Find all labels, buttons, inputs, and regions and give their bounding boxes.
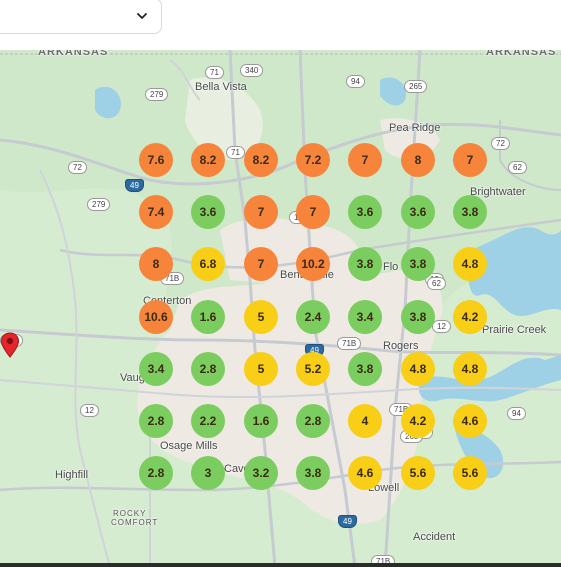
grid-marker[interactable]: 7: [453, 143, 487, 177]
grid-marker[interactable]: 3.4: [139, 352, 173, 386]
label-pea-ridge: Pea Ridge: [389, 122, 441, 134]
grid-marker[interactable]: 3.6: [348, 195, 382, 229]
interstate-shield: 49: [338, 515, 357, 528]
grid-marker[interactable]: 10.6: [139, 300, 173, 334]
grid-marker[interactable]: 5.6: [401, 456, 435, 490]
route-shield: 71: [226, 146, 245, 159]
route-shield: 279: [87, 198, 111, 211]
grid-marker[interactable]: 3.8: [401, 300, 435, 334]
map-view[interactable]: ARKANSAS ARKANSAS Bella Vista Pea Ridge …: [0, 50, 561, 567]
label-flo: Flo: [383, 261, 399, 273]
route-shield: 340: [240, 64, 264, 77]
label-rogers: Rogers: [383, 340, 419, 352]
bottom-edge-bar: [0, 563, 561, 567]
interstate-shield: 49: [125, 179, 144, 192]
route-shield: 62: [427, 277, 446, 290]
grid-marker[interactable]: 7: [244, 247, 278, 281]
grid-marker[interactable]: 8.2: [244, 143, 278, 177]
label-bella-vista: Bella Vista: [195, 81, 247, 93]
grid-marker[interactable]: 3.2: [244, 456, 278, 490]
grid-marker[interactable]: 3.6: [401, 195, 435, 229]
grid-marker[interactable]: 3: [191, 456, 225, 490]
grid-marker[interactable]: 6.8: [191, 247, 225, 281]
route-shield: 72: [491, 137, 510, 150]
grid-marker[interactable]: 5: [244, 300, 278, 334]
route-shield: 279: [145, 88, 169, 101]
grid-marker[interactable]: 3.6: [191, 195, 225, 229]
route-shield: 71B: [337, 337, 362, 350]
grid-marker[interactable]: 7: [296, 195, 330, 229]
route-shield: 265: [404, 80, 428, 93]
grid-marker[interactable]: 1.6: [191, 300, 225, 334]
grid-marker[interactable]: 5: [244, 352, 278, 386]
chevron-down-icon: [137, 13, 147, 19]
grid-marker[interactable]: 8: [139, 247, 173, 281]
grid-marker[interactable]: 4.2: [401, 404, 435, 438]
grid-marker[interactable]: 10.2: [296, 247, 330, 281]
route-shield: 12: [432, 320, 451, 333]
grid-marker[interactable]: 3.8: [453, 195, 487, 229]
grid-marker[interactable]: 3.8: [348, 247, 382, 281]
grid-marker[interactable]: 7.4: [139, 195, 173, 229]
grid-marker[interactable]: 2.8: [296, 404, 330, 438]
grid-marker[interactable]: 3.8: [296, 456, 330, 490]
location-pin-icon[interactable]: [0, 332, 20, 358]
grid-marker[interactable]: 4.8: [401, 352, 435, 386]
label-highfill: Highfill: [55, 469, 89, 481]
grid-marker[interactable]: 7: [348, 143, 382, 177]
route-shield: 94: [507, 407, 526, 420]
grid-marker[interactable]: 4: [348, 404, 382, 438]
grid-marker[interactable]: 4.6: [453, 404, 487, 438]
grid-marker[interactable]: 2.4: [296, 300, 330, 334]
route-shield: 94: [346, 75, 365, 88]
grid-marker[interactable]: 3.8: [348, 352, 382, 386]
grid-marker[interactable]: 8: [401, 143, 435, 177]
route-shield: 62: [508, 161, 527, 174]
grid-marker[interactable]: 1.6: [244, 404, 278, 438]
grid-marker[interactable]: 8.2: [191, 143, 225, 177]
label-comfort: COMFORT: [111, 518, 159, 527]
grid-marker[interactable]: 7: [244, 195, 278, 229]
label-osage-mills: Osage Mills: [160, 440, 218, 452]
top-bar: [0, 0, 561, 50]
route-shield: 71: [205, 66, 224, 79]
label-arkansas-west: ARKANSAS: [38, 50, 109, 58]
grid-marker[interactable]: 7.6: [139, 143, 173, 177]
grid-marker[interactable]: 4.8: [453, 247, 487, 281]
route-shield: 12: [80, 404, 99, 417]
grid-marker[interactable]: 3.8: [401, 247, 435, 281]
grid-marker[interactable]: 4.8: [453, 352, 487, 386]
label-arkansas-east: ARKANSAS: [486, 50, 557, 58]
grid-marker[interactable]: 5.6: [453, 456, 487, 490]
grid-marker[interactable]: 2.8: [191, 352, 225, 386]
label-brightwater: Brightwater: [470, 186, 526, 198]
grid-marker[interactable]: 2.8: [139, 456, 173, 490]
grid-marker[interactable]: 7.2: [296, 143, 330, 177]
grid-marker[interactable]: 2.2: [191, 404, 225, 438]
grid-marker[interactable]: 4.6: [348, 456, 382, 490]
selector-dropdown[interactable]: [0, 0, 162, 34]
grid-marker[interactable]: 3.4: [348, 300, 382, 334]
grid-marker[interactable]: 4.2: [453, 300, 487, 334]
label-prairie-creek: Prairie Creek: [482, 324, 547, 336]
grid-marker[interactable]: 5.2: [296, 352, 330, 386]
label-accident: Accident: [413, 531, 456, 543]
route-shield: 72: [68, 161, 87, 174]
label-rocky: ROCKY: [113, 509, 147, 518]
grid-marker[interactable]: 2.8: [139, 404, 173, 438]
